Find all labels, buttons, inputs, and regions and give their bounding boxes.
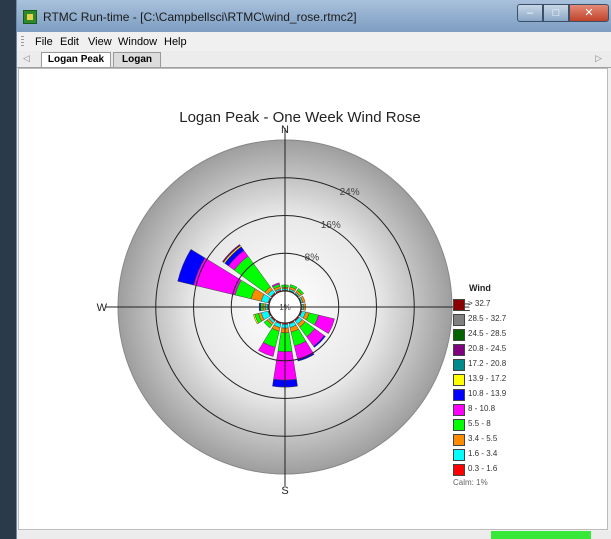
wedge-nnw-4 <box>271 282 280 288</box>
legend-swatch <box>453 374 465 386</box>
legend-swatch <box>453 344 465 356</box>
wedge-ne-3 <box>296 287 305 296</box>
legend-label: 24.5 - 28.5 <box>468 329 507 338</box>
wedge-se-5 <box>313 335 326 348</box>
legend-swatch <box>453 299 465 311</box>
tab-logan-peak[interactable]: Logan Peak <box>41 52 111 67</box>
legend-label: 8 - 10.8 <box>468 404 496 413</box>
minimize-button[interactable]: – <box>517 4 543 22</box>
menu-bar: File Edit View Window Help <box>17 34 611 50</box>
maximize-button[interactable]: □ <box>543 4 569 22</box>
wedge-nne-3 <box>289 284 298 290</box>
status-bar <box>17 531 611 539</box>
center-label: 1% <box>279 303 291 312</box>
legend-label: 13.9 - 17.2 <box>468 374 507 383</box>
wedge-nw-7 <box>222 244 241 263</box>
minimize-icon: – <box>526 7 534 19</box>
wedge-ese-4 <box>313 314 335 334</box>
legend-swatch <box>453 359 465 371</box>
legend-swatch <box>453 434 465 446</box>
dir-label-w: W <box>97 302 108 314</box>
tab-logan[interactable]: Logan <box>113 52 161 67</box>
legend-swatch <box>453 329 465 341</box>
dir-label-s: S <box>281 485 288 497</box>
menu-view[interactable]: View <box>88 36 112 48</box>
tab-bar: ◁ Logan Peak Logan ▷ <box>17 51 611 68</box>
close-button[interactable]: ✕ <box>569 4 609 22</box>
legend-label: 10.8 - 13.9 <box>468 389 507 398</box>
ring-label-24: 24% <box>340 187 360 198</box>
calm-label: Calm: 1% <box>453 478 488 487</box>
tab-scroll-left-icon[interactable]: ◁ <box>23 53 30 63</box>
legend-label: 0.3 - 1.6 <box>468 464 498 473</box>
wedge-sw-3 <box>263 319 273 329</box>
window-title: RTMC Run-time - [C:\Campbellsci\RTMC\win… <box>43 10 357 24</box>
legend-label: 3.4 - 5.5 <box>468 434 498 443</box>
status-indicator <box>491 531 591 539</box>
legend-swatch <box>453 389 465 401</box>
wedge-wsw-6 <box>253 313 259 325</box>
legend-swatch <box>453 464 465 476</box>
menu-window[interactable]: Window <box>118 36 158 48</box>
rose-axes <box>106 128 464 486</box>
legend-title: Wind <box>469 283 491 293</box>
menu-edit[interactable]: Edit <box>60 36 79 48</box>
ring-label-8: 8% <box>305 252 320 263</box>
maximize-icon: □ <box>552 7 560 19</box>
legend-label: 20.8 - 24.5 <box>468 344 507 353</box>
legend-label: 28.5 - 32.7 <box>468 314 507 323</box>
rose-labels: N S E W 8% 16% 24% 1% <box>97 124 471 497</box>
legend-swatch <box>453 314 465 326</box>
title-bar[interactable]: RTMC Run-time - [C:\Campbellsci\RTMC\win… <box>17 0 611 32</box>
legend-swatch <box>453 404 465 416</box>
menu-help[interactable]: Help <box>164 36 187 48</box>
legend-label: 5.5 - 8 <box>468 419 491 428</box>
app-icon <box>23 10 37 24</box>
wedge-ene-2 <box>300 295 306 304</box>
legend-label: > 32.7 <box>468 299 491 308</box>
chart-title: Logan Peak - One Week Wind Rose <box>179 109 421 126</box>
legend-swatch <box>453 449 465 461</box>
menu-file[interactable]: File <box>35 36 53 48</box>
dir-label-n: N <box>281 124 289 136</box>
menu-grip-icon <box>21 36 24 48</box>
wedge-ssw-4 <box>258 342 276 357</box>
close-icon: ✕ <box>584 7 594 19</box>
ring-label-16: 16% <box>321 220 341 231</box>
legend-label: 17.2 - 20.8 <box>468 359 507 368</box>
dir-label-e: E <box>463 302 470 314</box>
wedge-wnw-5 <box>177 248 206 286</box>
tab-scroll-right-icon[interactable]: ▷ <box>595 53 602 63</box>
legend-swatch <box>453 419 465 431</box>
legend-label: 1.6 - 3.4 <box>468 449 498 458</box>
